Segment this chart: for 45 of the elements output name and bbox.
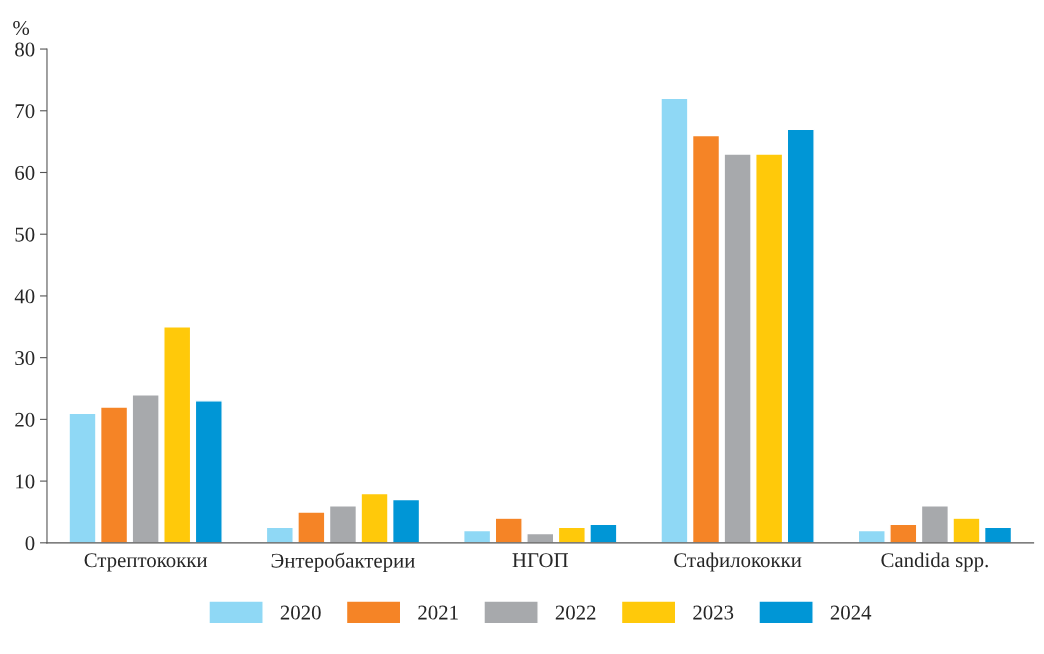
bar	[328, 505, 358, 543]
y-axis-title: %	[13, 20, 30, 36]
bar	[463, 529, 492, 543]
bar	[131, 393, 160, 543]
bar	[265, 526, 294, 543]
legend-label: 2023	[693, 605, 734, 620]
y-tick-label: 0	[25, 536, 35, 551]
bar	[857, 529, 886, 543]
bar	[786, 128, 815, 543]
y-tick-label: 10	[16, 474, 35, 489]
y-tick-label: 40	[14, 289, 35, 304]
bar	[99, 406, 129, 543]
bar	[360, 492, 389, 543]
bar	[163, 326, 192, 543]
legend-label: 2024	[830, 605, 872, 620]
bar	[589, 523, 618, 543]
y-tick-label: 50	[15, 227, 35, 242]
y-tick-label: 70	[15, 104, 35, 119]
bar	[494, 517, 523, 543]
x-tick-label: Стафилококки	[674, 552, 802, 572]
y-tick-label: 20	[15, 412, 35, 427]
y-tick-label: 80	[15, 42, 35, 57]
bar	[68, 412, 97, 543]
legend-label: 2020	[280, 605, 321, 620]
bar	[297, 511, 326, 543]
bar	[557, 526, 586, 543]
bar	[660, 97, 689, 543]
bar	[983, 526, 1013, 543]
bar	[952, 517, 981, 543]
legend-label: 2022	[555, 605, 596, 620]
x-tick-label: Стрептококки	[84, 553, 208, 572]
bar	[391, 498, 421, 543]
bar	[920, 505, 950, 543]
y-tick-label: 30	[15, 351, 35, 366]
y-tick-label: 60	[15, 165, 35, 180]
x-tick-label: Candida spp.	[881, 552, 988, 572]
bar	[194, 400, 223, 543]
bar	[691, 134, 721, 543]
x-tick-label: НГОП	[512, 553, 568, 568]
legend-label: 2021	[418, 605, 458, 620]
x-tick-label: Энтеробактерии	[271, 552, 415, 572]
bar	[526, 532, 555, 543]
bar	[723, 153, 752, 543]
bar	[889, 523, 918, 543]
bar	[755, 153, 784, 543]
